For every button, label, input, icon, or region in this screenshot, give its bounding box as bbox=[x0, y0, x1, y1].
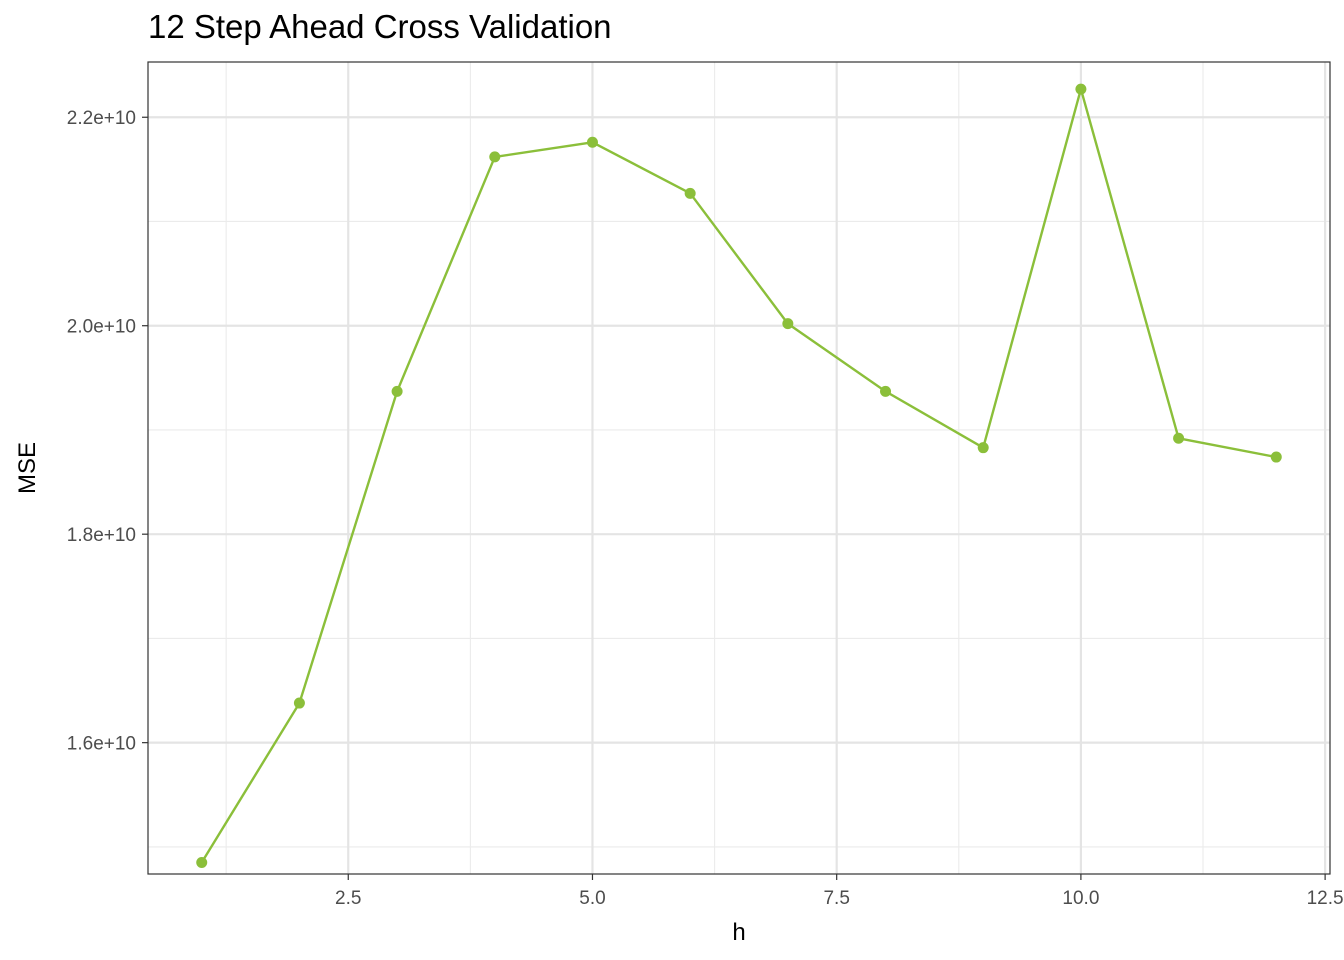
y-tick-label: 2.0e+10 bbox=[67, 317, 136, 338]
data-point bbox=[489, 151, 501, 163]
data-point bbox=[391, 385, 403, 397]
minor-gridlines bbox=[148, 62, 1330, 874]
data-point bbox=[1075, 83, 1087, 95]
data-point bbox=[684, 187, 696, 199]
y-axis: 1.6e+10 1.8e+10 2.0e+10 2.2e+10 bbox=[67, 108, 148, 755]
x-tick-label: 10.0 bbox=[1062, 888, 1099, 909]
x-tick-label: 2.5 bbox=[335, 888, 361, 909]
series-layer bbox=[196, 83, 1282, 869]
y-axis-title: MSE bbox=[14, 442, 41, 494]
y-tick-label: 1.8e+10 bbox=[67, 525, 136, 546]
series-line bbox=[200, 87, 1277, 864]
data-point bbox=[293, 697, 305, 709]
data-point bbox=[196, 857, 208, 869]
data-point bbox=[1173, 432, 1185, 444]
x-tick-label: 12.5 bbox=[1307, 888, 1344, 909]
panel-border bbox=[147, 61, 1331, 875]
x-tick-label: 7.5 bbox=[823, 888, 849, 909]
data-point bbox=[1270, 451, 1282, 463]
x-axis: 2.5 5.0 7.5 10.0 12.5 bbox=[335, 874, 1344, 909]
x-tick-label: 5.0 bbox=[579, 888, 605, 909]
data-point bbox=[880, 385, 892, 397]
data-point bbox=[586, 136, 598, 148]
major-gridlines bbox=[148, 62, 1330, 874]
data-point bbox=[977, 442, 989, 454]
chart-title: 12 Step Ahead Cross Validation bbox=[148, 8, 612, 45]
data-point bbox=[782, 318, 794, 330]
y-tick-label: 2.2e+10 bbox=[67, 108, 136, 129]
x-axis-title: h bbox=[732, 919, 745, 946]
y-tick-label: 1.6e+10 bbox=[67, 734, 136, 755]
